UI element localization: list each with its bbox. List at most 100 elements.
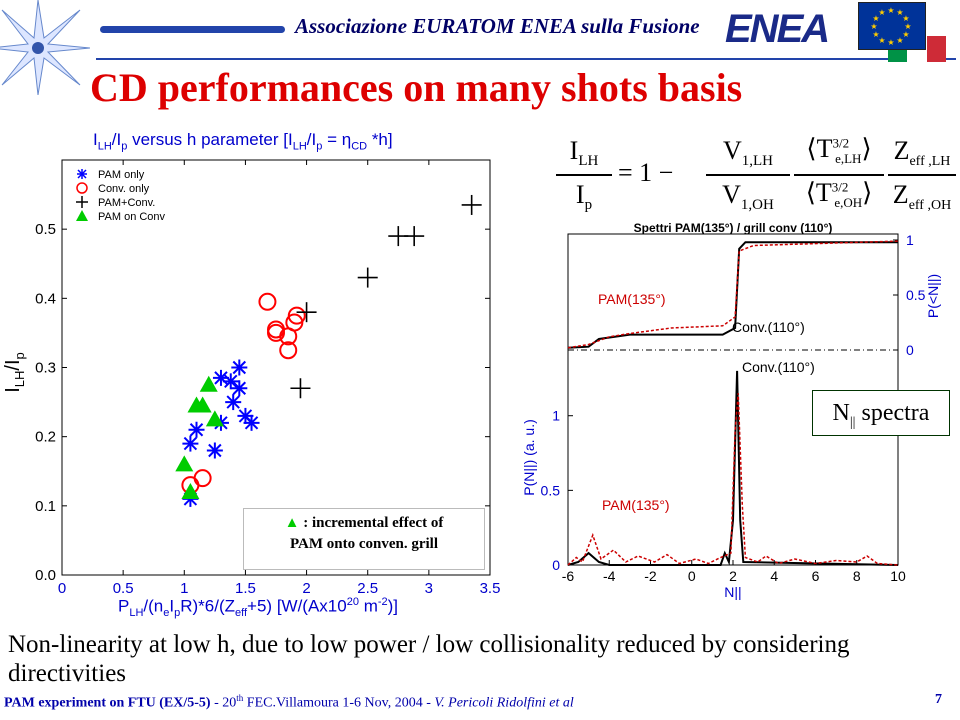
label-pam-bottom: PAM(135°) <box>602 497 670 513</box>
legend-label: PAM+Conv. <box>98 197 155 209</box>
spectrum-pam-line <box>567 393 899 566</box>
point-pam-only <box>222 373 239 390</box>
page-number: 7 <box>935 692 942 707</box>
point-pam-on-conv <box>193 396 212 413</box>
x-tick-label: 0 <box>58 580 66 597</box>
y-tick-label: 0 <box>552 557 560 573</box>
svg-text:★: ★ <box>870 22 877 31</box>
x-tick-label: 2 <box>729 568 737 584</box>
x-tick-label: -4 <box>603 568 616 584</box>
page-title: CD performances on many shots basis <box>90 65 743 110</box>
point-pam-only <box>231 380 248 397</box>
x-tick-label: -6 <box>562 568 575 584</box>
svg-text:★: ★ <box>896 36 903 45</box>
svg-text:★: ★ <box>904 22 911 31</box>
scatter-legend: PAM only Conv. only PAM+Conv. PAM on Conv <box>76 169 166 223</box>
spectrum-conv-line <box>567 370 899 566</box>
caption: Non-linearity at low h, due to low power… <box>8 631 850 687</box>
x-tick-label: -2 <box>644 568 657 584</box>
left-chart-title: ILH/Ip versus h parameter [ILH/Ip = ηCD … <box>93 130 393 153</box>
y-tick-label: 0.5 <box>541 482 561 498</box>
label-conv-mid: Conv.(110°) <box>742 359 815 375</box>
y-tick-label: 0.1 <box>35 498 56 515</box>
svg-text:★: ★ <box>872 30 879 39</box>
header-rule-under <box>96 58 956 60</box>
legend-label: PAM only <box>98 169 145 181</box>
svg-text:★: ★ <box>878 36 885 45</box>
x-tick-label: 2.5 <box>357 580 378 597</box>
legend-marker <box>77 169 87 179</box>
y-tick-label: 1 <box>552 408 560 424</box>
point-pam-only <box>188 421 205 438</box>
point-pam-on-conv <box>199 375 218 392</box>
scatter-ylabel: ILH/Ip <box>1 352 27 393</box>
x-tick-label: 10 <box>890 568 906 584</box>
legend-marker <box>76 210 88 221</box>
svg-text:★: ★ <box>878 8 885 17</box>
x-tick-label: 3.5 <box>480 580 501 597</box>
annotation-box: ▲ : incremental effect of PAM onto conve… <box>243 508 485 570</box>
point-pam-only <box>231 359 248 376</box>
x-tick-label: 2 <box>302 580 310 597</box>
point-pam-only <box>182 435 199 452</box>
x-tick-label: 0 <box>688 568 696 584</box>
spectra-xlabel: N|| <box>724 584 741 600</box>
point-pam-on-conv <box>181 483 200 499</box>
svg-text:★: ★ <box>896 8 903 17</box>
footer: PAM experiment on FTU (EX/5-5) - 20th FE… <box>4 693 574 711</box>
point-pam-only <box>243 414 260 431</box>
point-pam-conv <box>357 267 378 288</box>
point-pam-conv <box>461 194 482 215</box>
x-tick-label: 6 <box>812 568 820 584</box>
spectra-right-ylabel: P(<N||) <box>925 274 941 318</box>
label-pam-top: PAM(135°) <box>598 291 666 307</box>
point-pam-only <box>225 394 242 411</box>
point-pam-only <box>206 442 223 459</box>
point-pam-conv <box>404 226 425 247</box>
point-conv-only <box>258 292 277 311</box>
legend-marker <box>76 196 88 208</box>
y-tick-label: 0.5 <box>35 221 56 238</box>
legend-label: Conv. only <box>98 183 150 195</box>
header-text: Associazione EURATOM ENEA sulla Fusione <box>295 14 700 38</box>
svg-text:★: ★ <box>902 30 909 39</box>
point-pam-on-conv <box>175 455 194 472</box>
point-conv-only <box>193 469 212 488</box>
point-pam-on-conv <box>205 410 224 427</box>
point-pam-conv <box>296 302 317 323</box>
legend-marker <box>76 182 88 194</box>
eu-flag-logo: ★ ★ ★ ★ ★ ★ ★ ★ ★ ★ ★ ★ <box>858 2 946 62</box>
label-conv-top: Conv.(110°) <box>732 319 805 335</box>
legend-label: PAM on Conv <box>98 211 166 223</box>
scatter-plot-area <box>61 159 491 576</box>
x-tick-label: 4 <box>770 568 778 584</box>
svg-text:★: ★ <box>872 14 879 23</box>
y-tick-label: 0.3 <box>35 360 56 377</box>
spectra-label-box: N|| spectra <box>812 390 950 436</box>
spectra-chart: Spettri PAM(135°) / grill conv (110°) -6 -… <box>521 221 941 600</box>
svg-text:★: ★ <box>887 38 894 47</box>
scatter-xlabel: PLH/(neIpR)*6/(Zeff+5) [W/(Ax1020 m-2)] <box>118 596 399 620</box>
point-conv-only <box>279 341 298 360</box>
right-tick-label: 1 <box>906 232 914 248</box>
x-tick-label: 1.5 <box>235 580 256 597</box>
right-tick-label: 0.5 <box>906 287 926 303</box>
x-tick-label: 1 <box>180 580 188 597</box>
right-tick-label: 0 <box>906 342 914 358</box>
point-conv-only <box>287 306 306 325</box>
header-rule-blue <box>100 26 285 33</box>
cumulative-pam-line <box>567 240 899 349</box>
formula: ILH Ip = 1 − V1,LH V1,OH ⟨T3/2e,LH⟩ ⟨T3/… <box>556 130 956 220</box>
y-tick-label: 0.0 <box>35 567 56 584</box>
cumulative-conv-line <box>567 241 898 349</box>
point-pam-conv <box>290 378 311 399</box>
scatter-chart: 0 0.5 1 1.5 2 2.5 3 3.5 0.0 0.1 0.2 0.3 0.4 0.5 PAM on… <box>35 159 501 597</box>
point-conv-only <box>267 323 285 342</box>
spectra-ylabel: P(N||) (a. u.) <box>521 419 537 496</box>
star-logo <box>0 0 90 95</box>
x-tick-label: 3 <box>425 580 433 597</box>
svg-text:★: ★ <box>902 14 909 23</box>
y-tick-label: 0.4 <box>35 290 56 307</box>
x-tick-label: 0.5 <box>113 580 134 597</box>
x-tick-label: 8 <box>853 568 861 584</box>
